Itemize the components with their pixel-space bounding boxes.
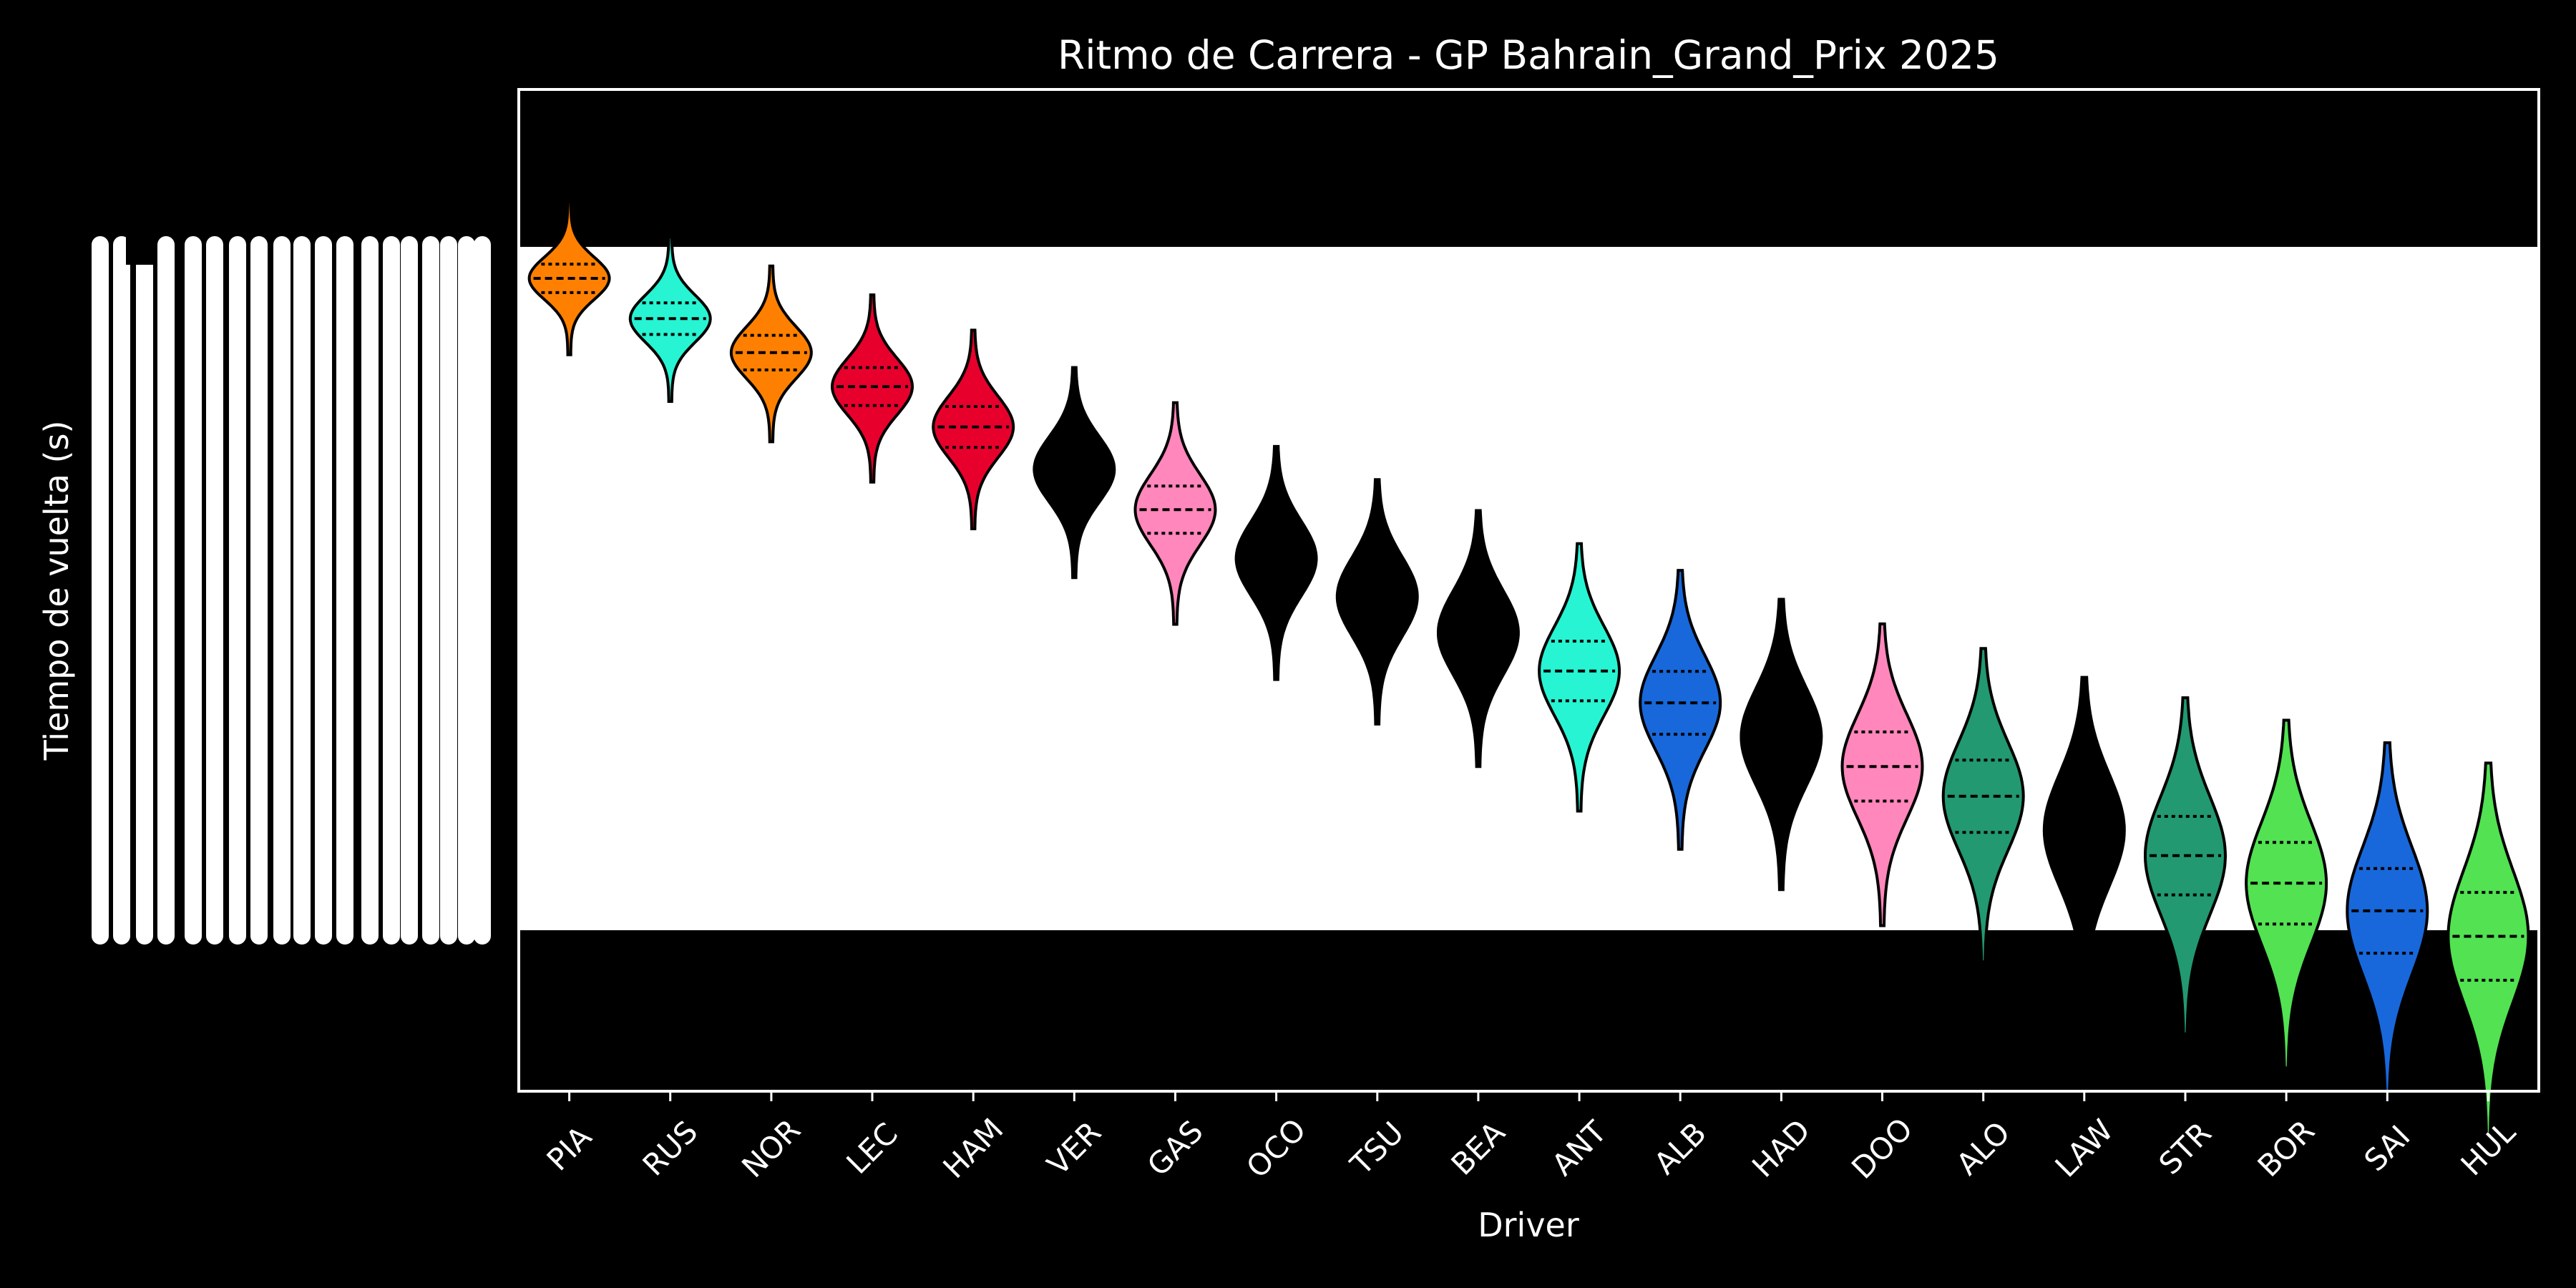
y-tick-label-gap xyxy=(126,236,155,265)
violin-ant xyxy=(1538,542,1621,813)
plot-background-bottom-band xyxy=(519,930,2539,1091)
y-tick-label-glyph xyxy=(113,236,130,945)
chart-title: Ritmo de Carrera - GP Bahrain_Grand_Prix… xyxy=(1058,32,1999,78)
y-tick-label-glyph xyxy=(458,236,475,945)
violin-had xyxy=(1740,597,1823,892)
plot-background-white xyxy=(519,247,2539,930)
plot-area xyxy=(519,89,2539,1091)
y-tick-label-glyph xyxy=(422,236,439,945)
y-tick-label-glyph xyxy=(250,236,268,945)
y-tick-label-glyph xyxy=(229,236,246,945)
plot-background-top-band xyxy=(519,89,2539,247)
violin-ham xyxy=(932,328,1015,530)
y-tick-label-glyph xyxy=(440,236,457,945)
violin-oco xyxy=(1234,444,1318,681)
violin-doo xyxy=(1840,622,1924,927)
y-tick-label-glyph xyxy=(273,236,291,945)
x-axis-label: Driver xyxy=(1478,1206,1579,1244)
y-tick-label-glyph xyxy=(293,236,311,945)
violin-alb xyxy=(1639,569,1722,851)
violins xyxy=(527,200,2530,1136)
violin-sai xyxy=(2346,741,2429,1103)
y-tick-label-glyph xyxy=(383,236,400,945)
violin-hul xyxy=(2446,761,2530,1136)
y-tick-label-glyph xyxy=(401,236,418,945)
y-tick-label-glyph xyxy=(315,236,332,945)
violin-lec xyxy=(830,293,914,484)
y-tick-label-artifacts xyxy=(92,236,491,945)
violin-bor xyxy=(2245,718,2328,1070)
violin-alo xyxy=(1941,647,2025,964)
plot-frame xyxy=(517,88,2540,1093)
y-tick-label-glyph xyxy=(336,236,353,945)
violin-str xyxy=(2143,696,2228,1035)
violin-gas xyxy=(1133,401,1217,626)
y-axis-label: Tiempo de vuelta (s) xyxy=(37,421,76,761)
y-tick-label-glyph xyxy=(157,236,175,945)
violin-ver xyxy=(1033,366,1116,580)
y-tick-label-glyph xyxy=(361,236,379,945)
y-tick-label-glyph xyxy=(206,236,223,945)
violin-bea xyxy=(1437,509,1520,769)
y-tick-label-glyph xyxy=(136,236,153,945)
y-tick-label-glyph xyxy=(185,236,202,945)
y-tick-label-glyph xyxy=(92,236,109,945)
violin-tsu xyxy=(1335,478,1419,726)
y-tick-label-glyph xyxy=(474,236,491,945)
violin-law xyxy=(2042,675,2126,1004)
